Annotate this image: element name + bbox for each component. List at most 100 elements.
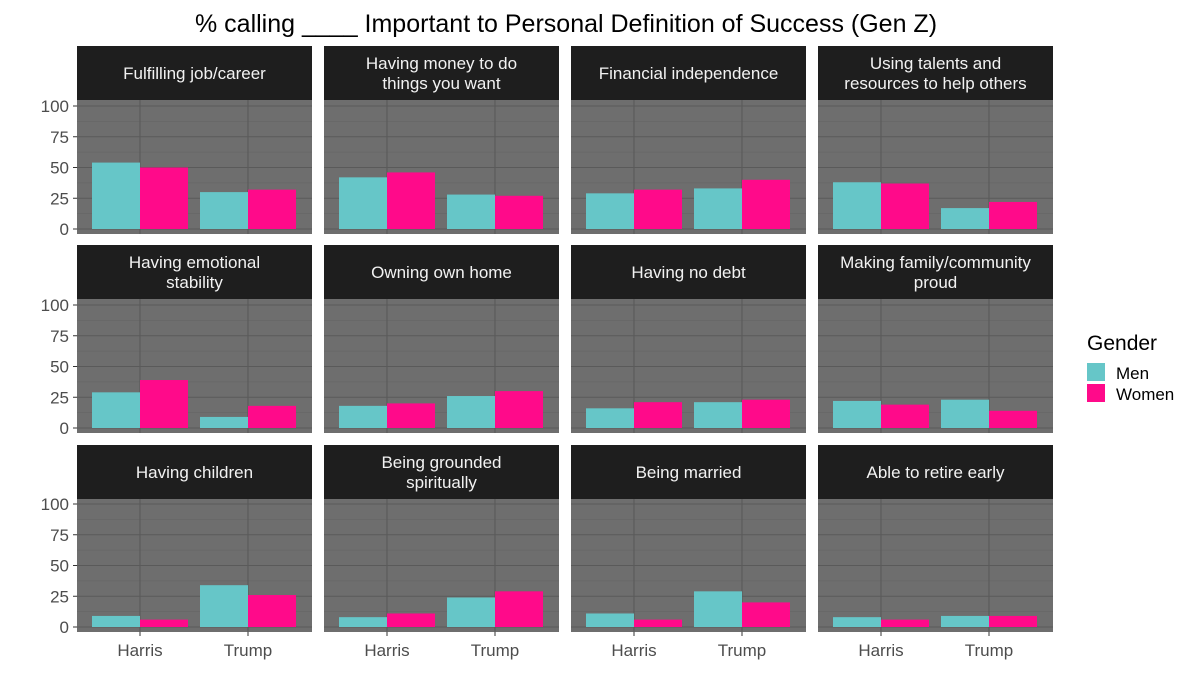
facet-fulfilling-job-career: Fulfilling job/career 0 25 50 75 100 xyxy=(41,46,312,239)
bar-women-harris xyxy=(140,619,188,627)
bar-men-trump xyxy=(447,194,495,229)
bar-women-trump xyxy=(989,201,1037,229)
legend-title: Gender xyxy=(1087,332,1157,355)
legend-label-men: Men xyxy=(1116,364,1149,383)
bar-men-trump xyxy=(200,416,248,428)
bar-women-harris xyxy=(881,619,929,627)
legend-label-women: Women xyxy=(1116,385,1174,404)
bar-men-trump xyxy=(447,597,495,627)
facet-strip xyxy=(324,46,559,100)
bar-women-trump xyxy=(495,391,543,428)
y-tick-label: 0 xyxy=(60,220,69,239)
bar-men-harris xyxy=(833,400,881,428)
bar-women-trump xyxy=(248,189,296,229)
y-tick-label: 75 xyxy=(50,327,69,346)
y-tick-label: 25 xyxy=(50,189,69,208)
facet-title: Owning own home xyxy=(371,263,512,282)
x-tick-label: Harris xyxy=(117,641,162,660)
bar-men-harris xyxy=(586,193,634,229)
bar-women-harris xyxy=(387,613,435,627)
facet-title: spiritually xyxy=(406,473,477,492)
facet-strip xyxy=(818,245,1053,299)
bar-men-trump xyxy=(694,591,742,627)
bar-men-harris xyxy=(586,408,634,428)
bar-women-trump xyxy=(495,591,543,627)
x-tick-label: Harris xyxy=(364,641,409,660)
facet-having-no-debt: Having no debt xyxy=(571,245,806,433)
facet-able-to-retire-early: Able to retire early Harris Trump xyxy=(818,445,1053,660)
y-tick-label: 100 xyxy=(41,97,69,116)
facet-title: stability xyxy=(166,273,223,292)
facet-strip xyxy=(77,445,312,499)
bar-women-harris xyxy=(387,403,435,428)
x-tick-label: Harris xyxy=(611,641,656,660)
facet-strip xyxy=(77,46,312,100)
y-tick-label: 75 xyxy=(50,128,69,147)
bar-women-trump xyxy=(989,410,1037,428)
facet-strip xyxy=(818,46,1053,100)
bar-women-trump xyxy=(742,399,790,428)
bar-women-trump xyxy=(989,615,1037,627)
facet-title: Using talents and xyxy=(870,54,1001,73)
bar-women-trump xyxy=(248,405,296,428)
y-tick-label: 0 xyxy=(60,419,69,438)
facet-title: resources to help others xyxy=(844,74,1026,93)
x-tick-label: Trump xyxy=(965,641,1014,660)
bar-women-harris xyxy=(140,380,188,428)
facet-title: Making family/community xyxy=(840,253,1031,272)
bar-men-harris xyxy=(339,405,387,428)
bar-men-harris xyxy=(833,182,881,229)
facet-title: Having children xyxy=(136,463,253,482)
bar-women-harris xyxy=(387,172,435,229)
facet-being-married: Being married Harris Trump xyxy=(571,445,806,660)
bar-men-trump xyxy=(694,402,742,428)
bar-men-trump xyxy=(200,192,248,229)
x-tick-label: Trump xyxy=(718,641,767,660)
bar-women-harris xyxy=(881,183,929,229)
bar-men-harris xyxy=(339,617,387,627)
bar-women-harris xyxy=(881,404,929,428)
facet-financial-independence: Financial independence xyxy=(571,46,806,234)
bar-women-trump xyxy=(248,595,296,627)
y-tick-label: 0 xyxy=(60,618,69,637)
legend: Gender Men Women xyxy=(1087,332,1174,404)
facet-title: Having emotional xyxy=(129,253,260,272)
facet-title: Able to retire early xyxy=(867,463,1005,482)
y-tick-label: 25 xyxy=(50,587,69,606)
facet-owning-own-home: Owning own home xyxy=(324,245,559,433)
bar-men-harris xyxy=(92,392,140,428)
facets-layer: Fulfilling job/career 0 25 50 75 100 Having mo… xyxy=(41,46,1053,660)
x-tick-label: Trump xyxy=(224,641,273,660)
bar-women-harris xyxy=(634,402,682,428)
legend-swatch-women xyxy=(1087,384,1105,402)
bar-men-trump xyxy=(200,585,248,627)
facet-title: Fulfilling job/career xyxy=(123,64,266,83)
y-tick-label: 50 xyxy=(50,159,69,178)
facet-title: proud xyxy=(914,273,957,292)
bar-men-harris xyxy=(586,613,634,627)
bar-men-trump xyxy=(694,188,742,229)
bar-women-harris xyxy=(140,167,188,229)
facet-strip xyxy=(324,445,559,499)
facet-title: Financial independence xyxy=(599,64,779,83)
y-tick-label: 50 xyxy=(50,557,69,576)
facet-title: Being married xyxy=(636,463,742,482)
bar-women-harris xyxy=(634,619,682,627)
facet-strip xyxy=(324,245,559,299)
bar-men-trump xyxy=(941,399,989,428)
facet-strip xyxy=(77,245,312,299)
bar-men-harris xyxy=(92,162,140,229)
facet-strip xyxy=(818,445,1053,499)
bar-women-trump xyxy=(742,179,790,229)
facet-strip xyxy=(571,245,806,299)
y-tick-label: 50 xyxy=(50,358,69,377)
bar-women-harris xyxy=(634,189,682,229)
facet-title: things you want xyxy=(382,74,500,93)
bar-men-harris xyxy=(339,177,387,229)
facet-strip xyxy=(571,445,806,499)
y-tick-label: 75 xyxy=(50,526,69,545)
bar-men-trump xyxy=(941,208,989,229)
